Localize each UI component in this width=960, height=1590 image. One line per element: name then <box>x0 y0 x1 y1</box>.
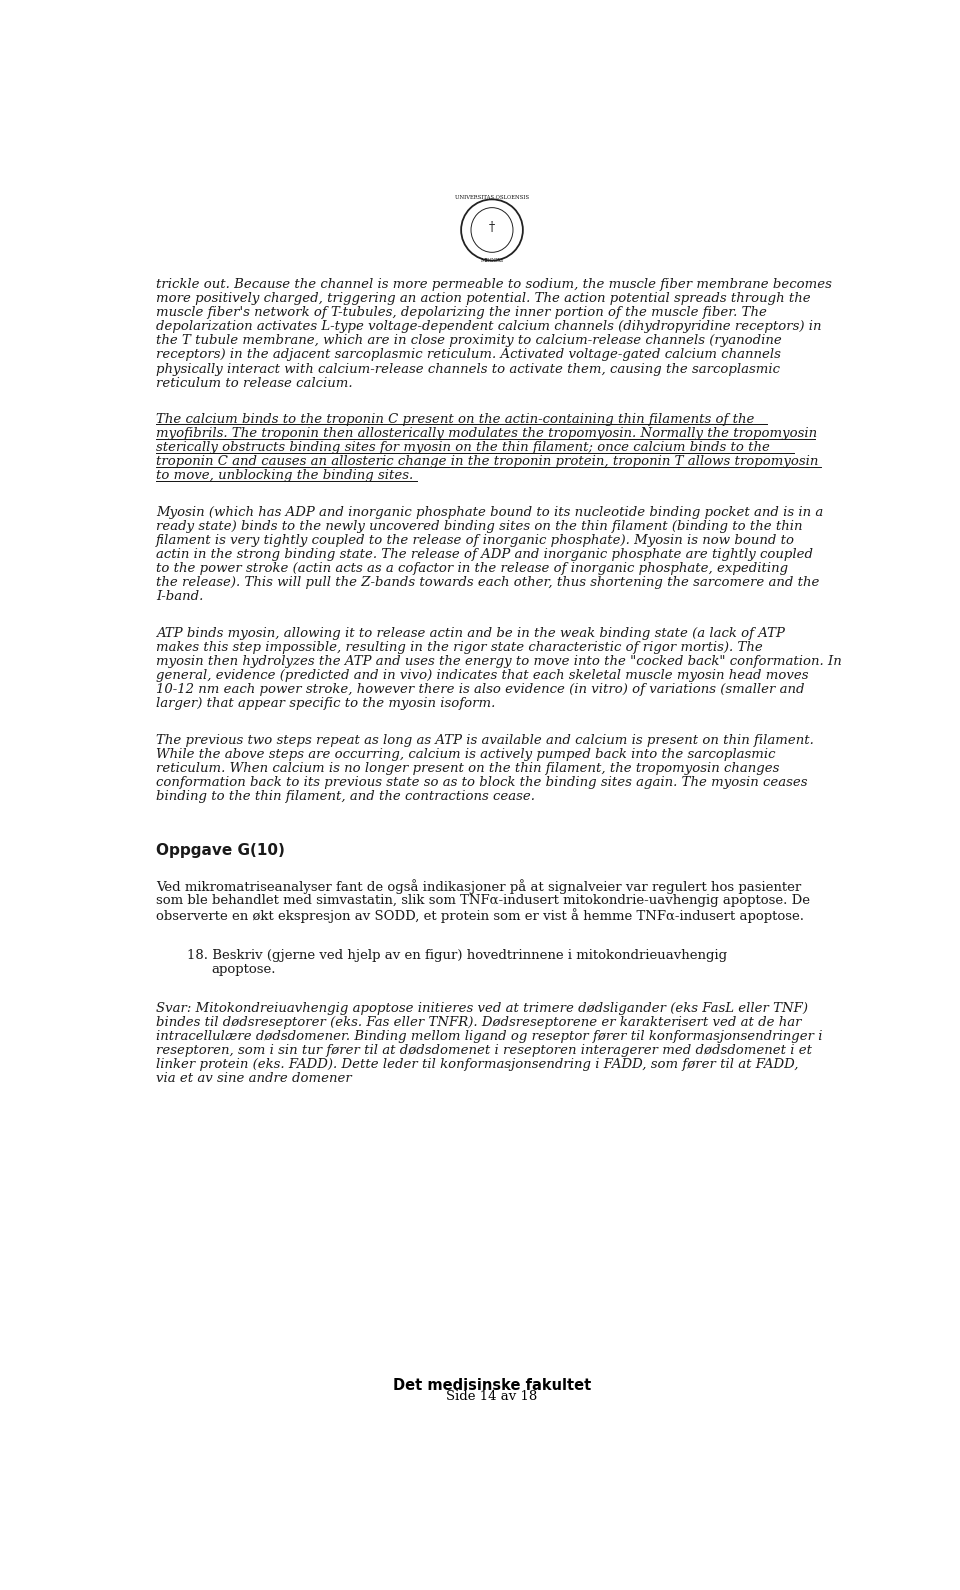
Text: Ved mikromatriseanalyser fant de også indikasjoner på at signalveier var reguler: Ved mikromatriseanalyser fant de også in… <box>156 879 801 895</box>
Text: makes this step impossible, resulting in the rigor state characteristic of rigor: makes this step impossible, resulting in… <box>156 641 762 653</box>
Text: While the above steps are occurring, calcium is actively pumped back into the sa: While the above steps are occurring, cal… <box>156 747 776 760</box>
Text: trickle out. Because the channel is more permeable to sodium, the muscle fiber m: trickle out. Because the channel is more… <box>156 278 831 291</box>
Text: reticulum. When calcium is no longer present on the thin filament, the tropomyos: reticulum. When calcium is no longer pre… <box>156 762 780 774</box>
Text: 10-12 nm each power stroke, however there is also evidence (in vitro) of variati: 10-12 nm each power stroke, however ther… <box>156 684 804 696</box>
Text: receptors) in the adjacent sarcoplasmic reticulum. Activated voltage-gated calci: receptors) in the adjacent sarcoplasmic … <box>156 348 780 361</box>
Text: reticulum to release calcium.: reticulum to release calcium. <box>156 377 352 390</box>
Text: Det medisinske fakultet: Det medisinske fakultet <box>393 1379 591 1393</box>
Text: myosin then hydrolyzes the ATP and uses the energy to move into the "cocked back: myosin then hydrolyzes the ATP and uses … <box>156 655 842 668</box>
Text: actin in the strong binding state. The release of ADP and inorganic phosphate ar: actin in the strong binding state. The r… <box>156 549 813 561</box>
Text: linker protein (eks. FADD). Dette leder til konformasjonsendring i FADD, som før: linker protein (eks. FADD). Dette leder … <box>156 1059 798 1072</box>
Text: UNIVERSITAS OSLOENSIS: UNIVERSITAS OSLOENSIS <box>455 196 529 200</box>
Text: Side 14 av 18: Side 14 av 18 <box>446 1390 538 1404</box>
Text: Svar: Mitokondreiuavhengig apoptose initieres ved at trimere dødsligander (eks F: Svar: Mitokondreiuavhengig apoptose init… <box>156 1002 807 1014</box>
Text: troponin C and causes an allosteric change in the troponin protein, troponin T a: troponin C and causes an allosteric chan… <box>156 455 818 469</box>
Text: to the power stroke (actin acts as a cofactor in the release of inorganic phosph: to the power stroke (actin acts as a cof… <box>156 563 788 576</box>
Text: The calcium binds to the troponin C present on the actin-containing thin filamen: The calcium binds to the troponin C pres… <box>156 413 755 426</box>
Text: to move, unblocking the binding sites.: to move, unblocking the binding sites. <box>156 469 413 482</box>
Text: binding to the thin filament, and the contractions cease.: binding to the thin filament, and the co… <box>156 790 535 803</box>
Text: general, evidence (predicted and in vivo) indicates that each skeletal muscle my: general, evidence (predicted and in vivo… <box>156 669 808 682</box>
Text: intracellulære dødsdomener. Binding mellom ligand og reseptor fører til konforma: intracellulære dødsdomener. Binding mell… <box>156 1030 822 1043</box>
Text: Oppgave G(10): Oppgave G(10) <box>156 843 284 859</box>
Text: more positively charged, triggering an action potential. The action potential sp: more positively charged, triggering an a… <box>156 293 810 305</box>
Text: bindes til dødsreseptorer (eks. Fas eller TNFR). Dødsreseptorene er karakteriser: bindes til dødsreseptorer (eks. Fas elle… <box>156 1016 802 1029</box>
Text: Myosin (which has ADP and inorganic phosphate bound to its nucleotide binding po: Myosin (which has ADP and inorganic phos… <box>156 506 823 518</box>
Text: The previous two steps repeat as long as ATP is available and calcium is present: The previous two steps repeat as long as… <box>156 733 813 747</box>
Text: the release). This will pull the Z-bands towards each other, thus shortening the: the release). This will pull the Z-bands… <box>156 576 819 590</box>
Text: physically interact with calcium-release channels to activate them, causing the : physically interact with calcium-release… <box>156 363 780 375</box>
Text: som ble behandlet med simvastatin, slik som TNFα-indusert mitokondrie-uavhengig : som ble behandlet med simvastatin, slik … <box>156 894 809 906</box>
Text: conformation back to its previous state so as to block the binding sites again. : conformation back to its previous state … <box>156 776 807 789</box>
Text: larger) that appear specific to the myosin isoform.: larger) that appear specific to the myos… <box>156 698 495 711</box>
Text: myofibrils. The troponin then allosterically modulates the tropomyosin. Normally: myofibrils. The troponin then allosteric… <box>156 428 817 440</box>
Text: ready state) binds to the newly uncovered binding sites on the thin filament (bi: ready state) binds to the newly uncovere… <box>156 520 803 533</box>
Text: apoptose.: apoptose. <box>211 964 276 976</box>
Text: the T tubule membrane, which are in close proximity to calcium-release channels : the T tubule membrane, which are in clos… <box>156 334 781 347</box>
Text: sterically obstructs binding sites for myosin on the thin filament; once calcium: sterically obstructs binding sites for m… <box>156 440 770 455</box>
Text: muscle fiber's network of T-tubules, depolarizing the inner portion of the muscl: muscle fiber's network of T-tubules, dep… <box>156 305 767 320</box>
Text: filament is very tightly coupled to the release of inorganic phosphate). Myosin : filament is very tightly coupled to the … <box>156 534 795 547</box>
Text: ATP binds myosin, allowing it to release actin and be in the weak binding state : ATP binds myosin, allowing it to release… <box>156 626 784 639</box>
Text: via et av sine andre domener: via et av sine andre domener <box>156 1072 351 1086</box>
Text: depolarization activates L-type voltage-dependent calcium channels (dihydropyrid: depolarization activates L-type voltage-… <box>156 320 821 334</box>
Text: observerte en økt ekspresjon av SODD, et protein som er vist å hemme TNFα-induse: observerte en økt ekspresjon av SODD, et… <box>156 908 804 922</box>
Text: reseptoren, som i sin tur fører til at dødsdomenet i reseptoren interagerer med : reseptoren, som i sin tur fører til at d… <box>156 1045 812 1057</box>
Text: MDCCXI: MDCCXI <box>480 258 504 262</box>
Text: †: † <box>489 221 495 234</box>
Text: 18. Beskriv (gjerne ved hjelp av en figur) hovedtrinnene i mitokondrieuavhengig: 18. Beskriv (gjerne ved hjelp av en figu… <box>187 949 727 962</box>
Text: I-band.: I-band. <box>156 590 204 604</box>
